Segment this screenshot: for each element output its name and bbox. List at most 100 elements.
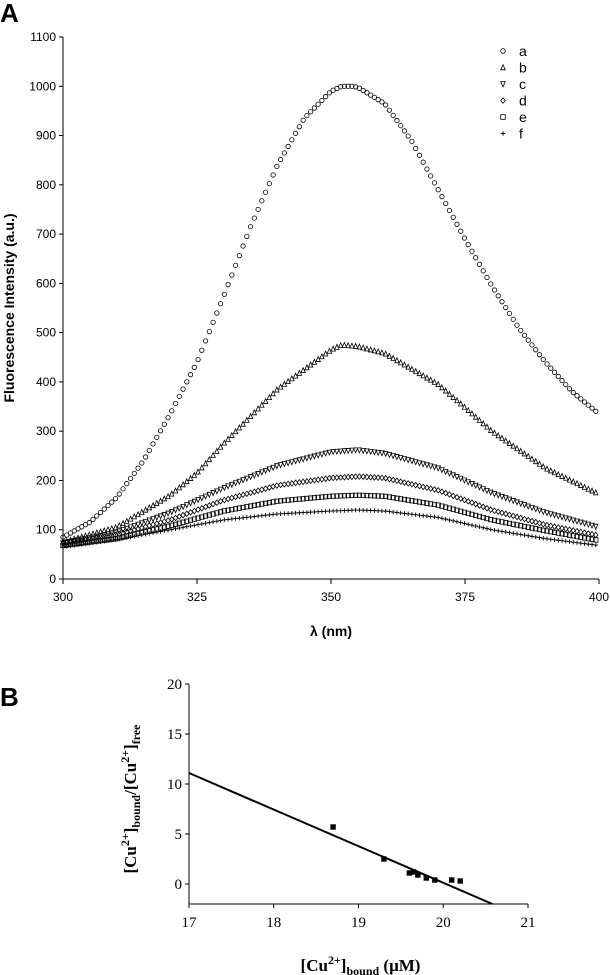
data-point [267,512,272,518]
y-tick-label: 5 [175,827,183,843]
data-point [345,341,351,349]
data-point [105,538,111,543]
data-point [585,402,591,408]
data-point [552,537,557,542]
data-point [338,508,343,513]
data-point [457,400,464,407]
data-point [116,521,123,529]
data-point [495,518,501,524]
data-point [337,474,344,481]
data-point [510,498,517,505]
data-point [330,474,336,482]
data-point [420,483,426,491]
data-point [330,493,336,499]
data-point [323,94,329,100]
data-point [536,526,543,533]
data-point [289,459,295,466]
data-point [180,386,186,392]
data-point [540,356,546,363]
data-point [157,428,164,434]
data-point [593,537,599,543]
data-point [420,500,426,506]
y-tick-label: 900 [36,129,56,143]
data-point [409,138,415,145]
data-point [382,474,389,482]
data-point [450,492,456,500]
data-point [296,124,302,130]
data-point [207,520,212,525]
data-point [484,274,490,281]
data-point [248,514,253,520]
data-point [480,503,486,511]
data-point [413,498,419,504]
data-point [510,316,516,322]
data-point [345,448,351,455]
data-point [536,460,543,467]
data-point [146,447,152,454]
data-point [236,478,243,486]
data-point [469,499,475,507]
data-point [326,449,333,456]
data-point [585,521,592,528]
data-point [232,506,239,512]
data-point [255,206,261,213]
data-point [345,83,351,89]
data-point [593,542,598,548]
data-point [405,133,411,139]
data-point [521,502,528,509]
data-point [521,515,528,523]
data-point [446,505,453,511]
data-point [263,513,268,518]
data-point [233,516,238,521]
data-point [413,145,419,151]
data-point [551,523,558,530]
x-tick-label: 19 [351,915,366,931]
data-point [367,448,374,456]
data-point [184,518,190,524]
data-point [153,499,160,506]
data-point [327,508,332,514]
data-point [450,214,456,220]
data-point [337,341,344,349]
data-point [503,520,509,526]
data-point [131,513,138,520]
data-point [533,518,539,526]
data-point [536,352,543,358]
data-point [68,543,73,549]
data-point [417,512,422,518]
data-point [548,365,554,371]
data-point [214,488,220,495]
data-point [432,877,438,883]
data-point [450,506,456,512]
y-tick-label: 300 [36,424,56,438]
data-point [135,510,141,518]
data-point [525,452,532,459]
data-point [315,509,321,514]
data-point [274,463,280,470]
data-point [481,525,486,530]
data-point [229,272,235,278]
data-point [353,507,358,513]
data-point [236,424,243,431]
data-point [222,517,227,523]
data-point [195,356,201,363]
series-d [60,473,599,547]
data-point [409,458,415,465]
data-point [398,123,404,129]
data-point [124,481,130,487]
series-a [60,83,599,540]
data-point [342,508,347,513]
data-point [300,117,306,123]
data-point [544,510,550,517]
data-point [469,410,475,417]
data-point [563,525,569,533]
data-point [138,508,145,515]
data-point [506,496,513,503]
y-tick-label: 600 [36,276,56,290]
data-point [502,437,509,444]
data-point [379,474,385,482]
data-point [177,525,182,531]
data-point [176,505,183,512]
data-point [514,513,520,521]
data-point [165,415,171,421]
